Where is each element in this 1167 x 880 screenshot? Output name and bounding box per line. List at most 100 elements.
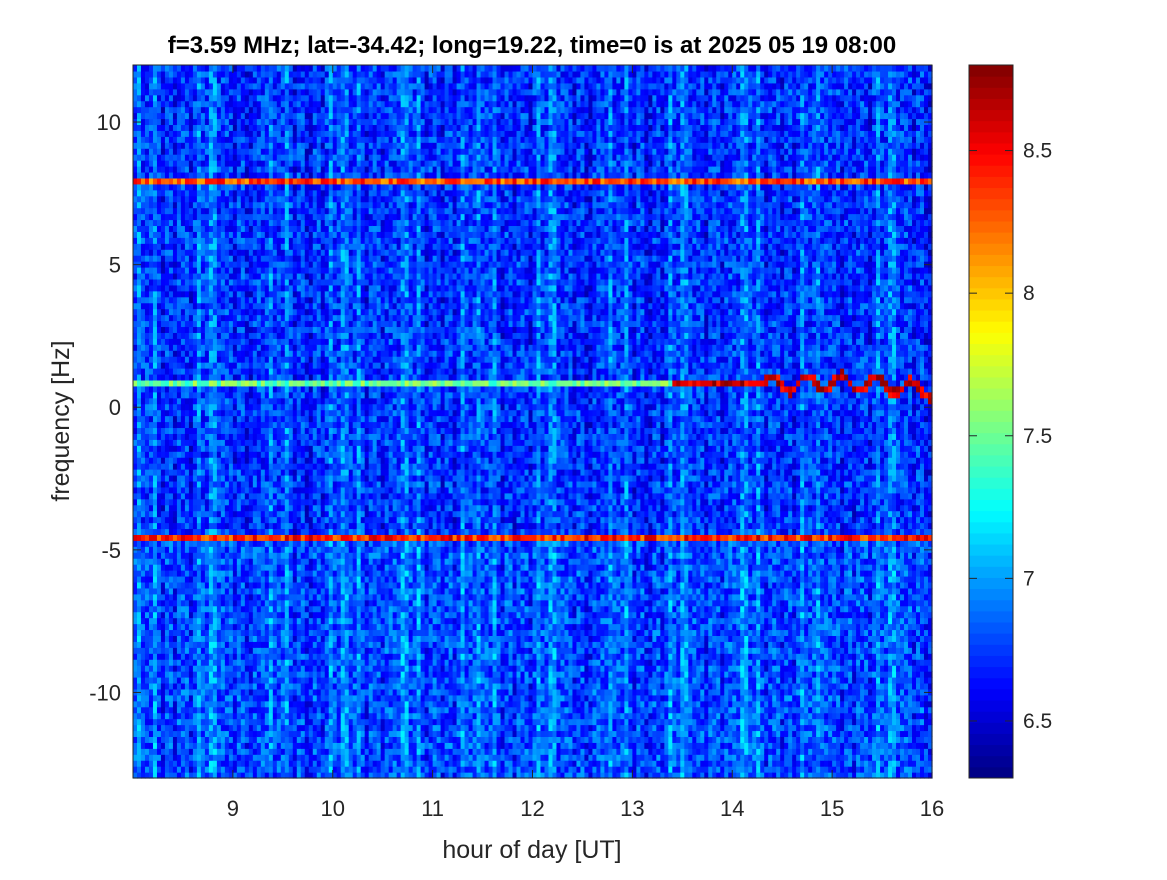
heatmap-cell: [153, 291, 158, 298]
heatmap-cell: [229, 315, 234, 322]
heatmap-cell: [241, 374, 246, 381]
heatmap-cell: [273, 748, 278, 755]
heatmap-cell: [217, 285, 222, 292]
heatmap-cell: [141, 196, 146, 203]
heatmap-cell: [241, 65, 246, 72]
heatmap-cell: [149, 600, 154, 607]
heatmap-cell: [253, 338, 258, 345]
heatmap-cell: [173, 528, 178, 535]
heatmap-cell: [161, 315, 166, 322]
heatmap-cell: [177, 641, 182, 648]
heatmap-cell: [141, 493, 146, 500]
heatmap-cell: [141, 237, 146, 244]
heatmap-cell: [213, 350, 218, 357]
heatmap-cell: [269, 297, 274, 304]
heatmap-cell: [233, 606, 238, 613]
heatmap-cell: [153, 95, 158, 102]
heatmap-cell: [237, 499, 242, 506]
heatmap-cell: [293, 172, 298, 179]
heatmap-cell: [145, 713, 150, 720]
heatmap-cell: [205, 249, 210, 256]
heatmap-cell: [197, 344, 202, 351]
heatmap-cell: [165, 665, 170, 672]
heatmap-cell: [265, 380, 270, 387]
heatmap-cell: [261, 338, 266, 345]
heatmap-cell: [153, 404, 158, 411]
heatmap-cell: [201, 422, 206, 429]
heatmap-cell: [221, 410, 226, 417]
heatmap-cell: [285, 707, 290, 714]
heatmap-cell: [189, 707, 194, 714]
heatmap-cell: [261, 540, 266, 547]
heatmap-cell: [289, 118, 294, 125]
heatmap-cell: [165, 320, 170, 327]
heatmap-cell: [181, 118, 186, 125]
heatmap-cell: [193, 208, 198, 215]
heatmap-cell: [221, 439, 226, 446]
heatmap-cell: [209, 475, 214, 482]
heatmap-cell: [221, 493, 226, 500]
heatmap-cell: [177, 600, 182, 607]
heatmap-cell: [273, 297, 278, 304]
heatmap-cell: [153, 457, 158, 464]
heatmap-cell: [165, 303, 170, 310]
heatmap-cell: [173, 416, 178, 423]
heatmap-cell: [153, 534, 158, 541]
heatmap-cell: [177, 219, 182, 226]
heatmap-cell: [217, 606, 222, 613]
heatmap-cell: [273, 208, 278, 215]
heatmap-cell: [257, 505, 262, 512]
heatmap-cell: [225, 487, 230, 494]
heatmap-cell: [257, 142, 262, 149]
heatmap-cell: [269, 356, 274, 363]
heatmap-cell: [241, 225, 246, 232]
heatmap-cell: [145, 671, 150, 678]
heatmap-cell: [229, 689, 234, 696]
heatmap-cell: [193, 659, 198, 666]
heatmap-cell: [205, 671, 210, 678]
heatmap-cell: [285, 89, 290, 96]
heatmap-cell: [133, 368, 138, 375]
heatmap-cell: [281, 297, 286, 304]
heatmap-cell: [153, 701, 158, 708]
heatmap-cell: [161, 148, 166, 155]
heatmap-cell: [141, 392, 146, 399]
heatmap-cell: [177, 309, 182, 316]
heatmap-cell: [253, 493, 258, 500]
heatmap-cell: [201, 237, 206, 244]
heatmap-cell: [197, 683, 202, 690]
heatmap-cell: [209, 320, 214, 327]
heatmap-cell: [245, 612, 250, 619]
heatmap-cell: [293, 83, 298, 90]
heatmap-cell: [233, 326, 238, 333]
heatmap-cell: [297, 469, 302, 476]
heatmap-cell: [161, 374, 166, 381]
heatmap-cell: [169, 101, 174, 108]
heatmap-cell: [201, 677, 206, 684]
heatmap-cell: [285, 523, 290, 530]
heatmap-cell: [293, 754, 298, 761]
heatmap-cell: [205, 107, 210, 114]
heatmap-cell: [133, 196, 138, 203]
heatmap-cell: [281, 279, 286, 286]
heatmap-cell: [153, 445, 158, 452]
heatmap-cell: [277, 416, 282, 423]
heatmap-cell: [261, 427, 266, 434]
heatmap-cell: [285, 154, 290, 161]
heatmap-cell: [141, 719, 146, 726]
heatmap-cell: [273, 570, 278, 577]
heatmap-cell: [261, 576, 266, 583]
heatmap-cell: [261, 719, 266, 726]
heatmap-cell: [177, 523, 182, 530]
heatmap-cell: [149, 392, 154, 399]
heatmap-cell: [269, 594, 274, 601]
heatmap-cell: [297, 754, 302, 761]
heatmap-cell: [169, 410, 174, 417]
heatmap-cell: [281, 523, 286, 530]
heatmap-cell: [229, 77, 234, 84]
heatmap-cell: [161, 279, 166, 286]
heatmap-cell: [237, 600, 242, 607]
heatmap-cell: [157, 136, 162, 143]
heatmap-cell: [145, 130, 150, 137]
heatmap-cell: [237, 243, 242, 250]
